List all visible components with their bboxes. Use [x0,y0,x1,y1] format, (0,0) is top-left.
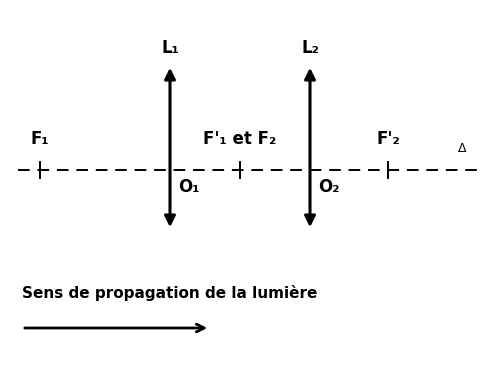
Text: O₁: O₁ [178,178,200,196]
Text: F'₂: F'₂ [376,130,400,148]
Text: L₁: L₁ [161,39,179,57]
Text: Sens de propagation de la lumière: Sens de propagation de la lumière [22,285,317,301]
Text: F₁: F₁ [31,130,49,148]
Text: O₂: O₂ [318,178,340,196]
Text: L₂: L₂ [301,39,319,57]
Text: F'₁ et F₂: F'₁ et F₂ [204,130,277,148]
Text: Δ: Δ [458,142,466,155]
